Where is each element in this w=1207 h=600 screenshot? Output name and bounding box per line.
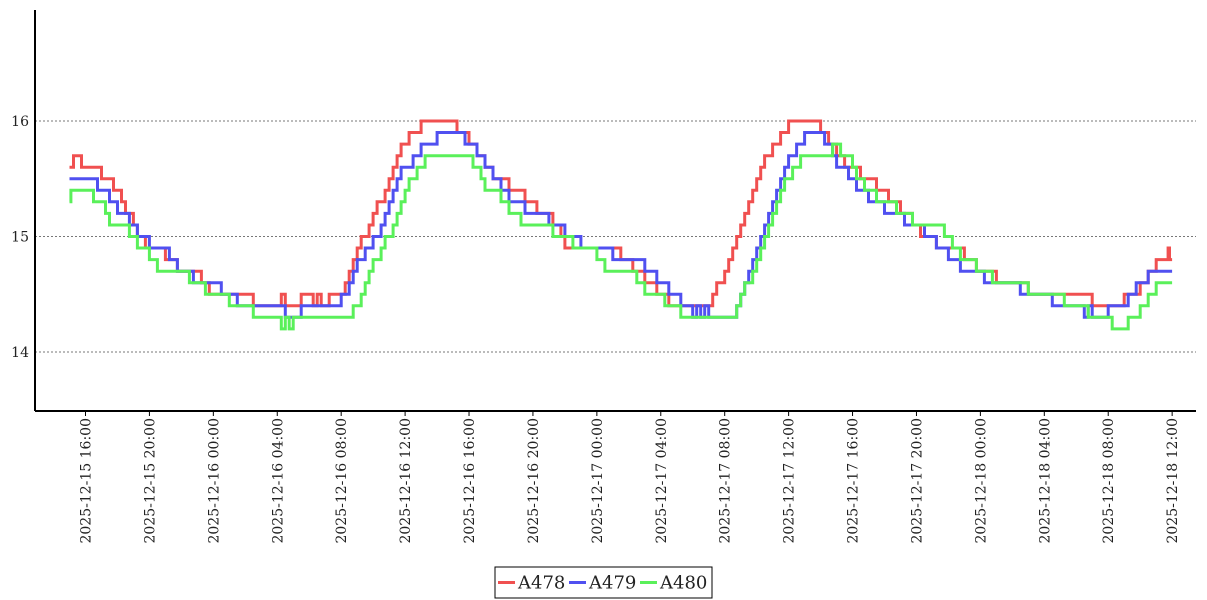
legend-label-a480: A480 (659, 573, 707, 594)
legend: A478 A479 A480 (494, 566, 713, 599)
series-lines (69, 119, 1173, 331)
x-tick-label: 2025-12-17 04:00 (654, 418, 670, 544)
x-tick-label: 2025-12-17 12:00 (782, 418, 798, 544)
x-tick-label: 2025-12-18 00:00 (973, 418, 989, 544)
y-tick-label: 16 (11, 114, 29, 130)
x-tick-label: 2025-12-15 16:00 (79, 418, 95, 544)
y-axis-tick-labels: 14 15 16 (11, 114, 29, 361)
y-tick-label: 15 (11, 230, 29, 246)
x-tick-label: 2025-12-16 12:00 (398, 418, 414, 544)
series-line-a479 (69, 131, 1173, 319)
series-line-a480 (69, 142, 1173, 331)
x-tick-label: 2025-12-16 04:00 (270, 418, 286, 544)
legend-box (494, 566, 713, 599)
grid-lines (35, 120, 1196, 353)
x-tick-label: 2025-12-18 08:00 (1101, 418, 1117, 544)
x-tick-label: 2025-12-16 00:00 (206, 418, 222, 544)
x-tick-label: 2025-12-16 16:00 (462, 418, 478, 544)
x-tick-label: 2025-12-16 08:00 (334, 418, 350, 544)
x-tick-label: 2025-12-15 20:00 (142, 418, 158, 544)
x-axis-tick-labels: 2025-12-15 16:00 2025-12-15 20:00 2025-12-… (79, 418, 1182, 544)
x-tick-label: 2025-12-17 20:00 (909, 418, 925, 544)
x-tick-label: 2025-12-16 20:00 (526, 418, 542, 544)
legend-label-a479: A479 (588, 573, 636, 594)
series-line-a478 (69, 119, 1173, 308)
axes (34, 10, 1196, 416)
x-tick-label: 2025-12-17 16:00 (846, 418, 862, 544)
legend-label-a478: A478 (517, 573, 565, 594)
x-tick-label: 2025-12-18 12:00 (1165, 418, 1181, 544)
y-tick-label: 14 (11, 345, 29, 361)
x-tick-label: 2025-12-18 04:00 (1037, 418, 1053, 544)
x-tick-label: 2025-12-17 08:00 (718, 418, 734, 544)
x-tick-label: 2025-12-17 00:00 (590, 418, 606, 544)
